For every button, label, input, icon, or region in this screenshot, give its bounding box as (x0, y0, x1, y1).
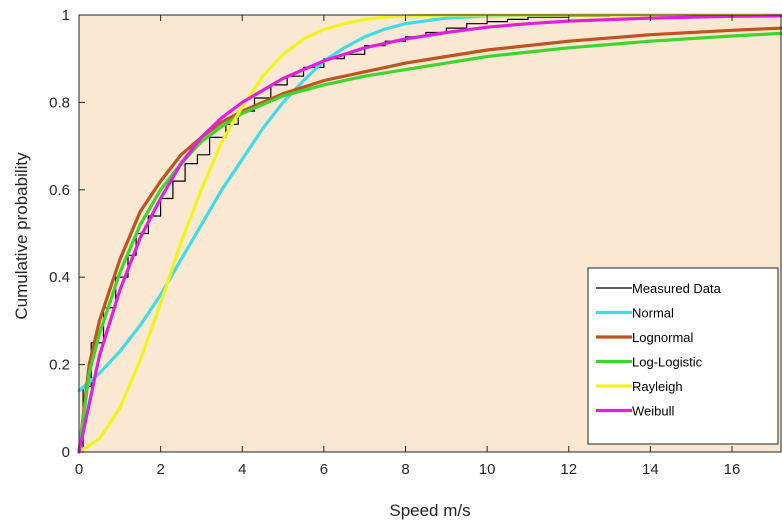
x-tick-label: 6 (320, 461, 328, 478)
legend-box (587, 267, 779, 445)
series-line-log-logistic (77, 31, 782, 454)
legend-label-normal: Normal (632, 306, 674, 321)
y-tick-label: 0.2 (49, 357, 70, 374)
y-axis-title: Cumulative probability (12, 152, 31, 320)
x-tick-label: 12 (560, 461, 577, 478)
x-tick-label: 2 (156, 461, 164, 478)
y-tick-label: 1 (62, 7, 70, 24)
x-axis-title: Speed m/s (389, 501, 470, 520)
legend-label-measured-data: Measured Data (632, 281, 722, 296)
ticks-layer: 0 2 4 6 8 10 12 14 16 0 0.2 0.4 0.6 0.8 1 (49, 7, 740, 478)
legend-label-lognormal: Lognormal (632, 330, 694, 345)
y-tick-label: 0 (62, 444, 70, 461)
y-tick-label: 0.8 (49, 94, 70, 111)
series-line-lognormal (77, 26, 782, 454)
x-tick-label: 8 (401, 461, 409, 478)
plot-box (78, 14, 782, 453)
series-layer (77, 13, 782, 454)
legend-label-log-logistic: Log-Logistic (632, 355, 703, 370)
series-line-weibull (77, 14, 782, 454)
legend-label-rayleigh: Rayleigh (632, 379, 683, 394)
legend-label-weibull: Weibull (632, 404, 675, 419)
x-tick-label: 10 (479, 461, 496, 478)
x-tick-label: 4 (238, 461, 246, 478)
x-tick-label: 16 (724, 461, 741, 478)
y-tick-label: 0.4 (49, 269, 70, 286)
x-tick-label: 14 (642, 461, 659, 478)
legend: Measured Data Normal Lognormal Log-Logistic… (587, 267, 779, 445)
y-tick-label: 0.6 (49, 182, 70, 199)
series-line-rayleigh (77, 13, 782, 454)
x-tick-label: 0 (75, 461, 83, 478)
